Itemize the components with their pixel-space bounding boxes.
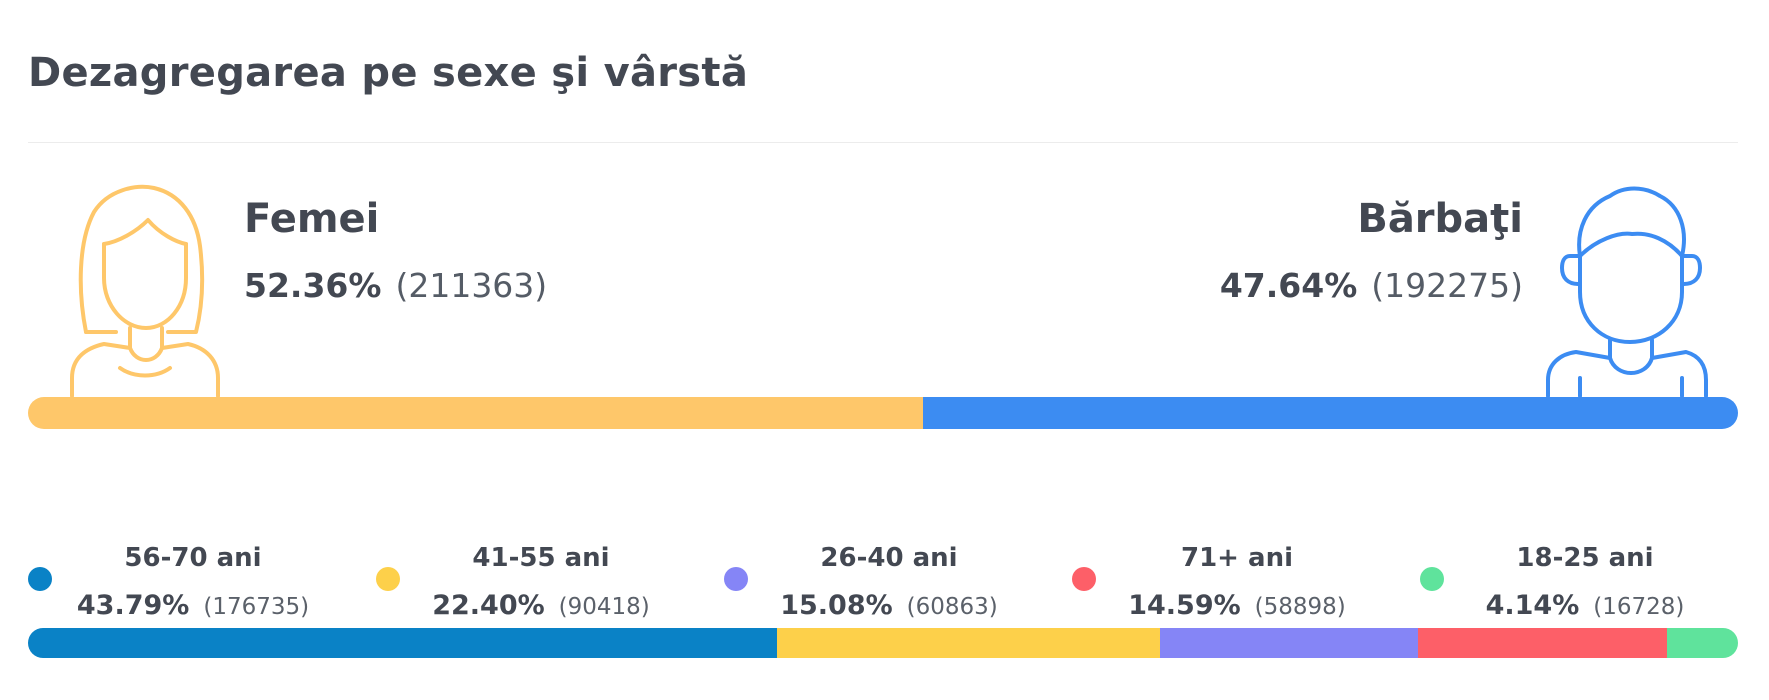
man-icon [1546, 186, 1708, 398]
legend-stats: 14.59% (58898) [1128, 590, 1346, 621]
legend-count: (16728) [1593, 594, 1685, 620]
age-bar-segment-2 [1159, 628, 1418, 658]
legend-stats: 22.40% (90418) [432, 590, 650, 621]
page-title: Dezagregarea pe sexe şi vârstă [28, 50, 749, 96]
legend-item: 26-40 ani 15.08% (60863) [724, 543, 1024, 623]
legend-item: 71+ ani 14.59% (58898) [1072, 543, 1372, 623]
age-bar-segment-3 [1417, 628, 1668, 658]
gender-bar-segment-female [28, 397, 924, 429]
female-stats: 52.36% (211363) [244, 266, 547, 305]
legend-stats: 43.79% (176735) [77, 590, 309, 621]
gender-bar-segment-male [923, 397, 1738, 429]
female-percent: 52.36% [244, 266, 382, 305]
male-stats: 47.64% (192275) [1220, 266, 1523, 305]
legend-percent: 22.40% [432, 590, 545, 621]
male-count: (192275) [1371, 266, 1523, 305]
legend-dot [28, 567, 52, 591]
legend-percent: 43.79% [76, 590, 190, 621]
male-percent: 47.64% [1219, 266, 1358, 305]
legend-stats: 4.14% (16728) [1486, 590, 1685, 621]
legend-count: (60863) [906, 594, 998, 620]
legend-item: 41-55 ani 22.40% (90418) [376, 543, 676, 623]
divider [28, 142, 1738, 143]
woman-icon [70, 184, 220, 398]
legend-dot [724, 567, 748, 591]
legend-count: (58898) [1254, 594, 1346, 620]
legend-dot [376, 567, 400, 591]
gender-bar [28, 397, 1738, 429]
legend-label: 26-40 ani [820, 543, 958, 573]
male-label: Bărbaţi [1357, 196, 1523, 242]
legend-dot [1072, 567, 1096, 591]
age-bar-segment-4 [1667, 628, 1738, 658]
legend-label: 71+ ani [1181, 543, 1293, 573]
legend-percent: 14.59% [1128, 590, 1241, 621]
legend-item: 18-25 ani 4.14% (16728) [1420, 543, 1720, 623]
legend-dot [1420, 567, 1444, 591]
legend-label: 18-25 ani [1516, 543, 1654, 573]
age-bar-segment-0 [28, 628, 777, 658]
legend-stats: 15.08% (60863) [780, 590, 998, 621]
female-label: Femei [244, 196, 380, 242]
female-count: (211363) [395, 266, 548, 305]
legend-count: (90418) [558, 594, 650, 620]
legend-label: 41-55 ani [472, 543, 610, 573]
age-bar-segment-1 [776, 628, 1160, 658]
legend-percent: 15.08% [780, 590, 893, 621]
legend-item: 56-70 ani 43.79% (176735) [28, 543, 328, 623]
age-bar [28, 628, 1738, 658]
legend-count: (176735) [203, 594, 310, 620]
legend-percent: 4.14% [1485, 590, 1580, 621]
legend-label: 56-70 ani [124, 543, 262, 573]
